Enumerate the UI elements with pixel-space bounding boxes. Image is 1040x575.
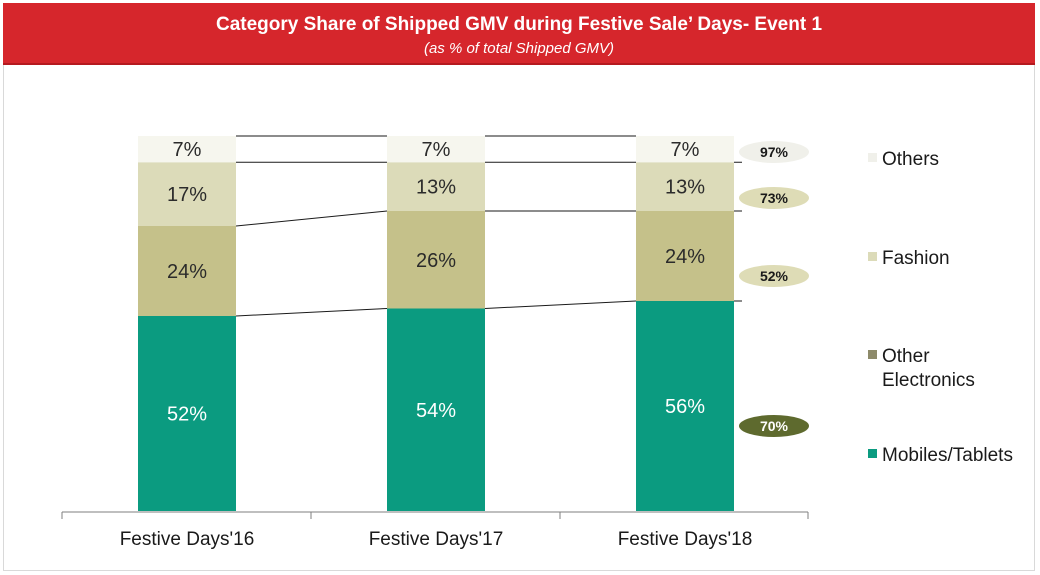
legend-marker-fashion bbox=[868, 252, 877, 261]
chart-subtitle: (as % of total Shipped GMV) bbox=[423, 40, 615, 57]
data-label-mobiles-tablets-1: 52% bbox=[167, 404, 207, 426]
legend-label-other-electronics-line-1: Other bbox=[882, 346, 930, 367]
growth-badge-mobiles-tablets bbox=[739, 415, 809, 437]
legend-label-other-electronics-line-2: Electronics bbox=[882, 370, 975, 391]
bar-segment-other-electronics-3 bbox=[636, 211, 734, 301]
growth-label-others: 97% bbox=[760, 144, 789, 160]
legend-label-mobiles-tablets: Mobiles/Tablets bbox=[882, 445, 1013, 466]
connector-line-mobiles-tablets-1 bbox=[235, 308, 388, 317]
x-tick-label-2: Festive Days'17 bbox=[369, 529, 504, 550]
bar-segment-others-1 bbox=[138, 136, 236, 163]
growth-badge-other-electronics bbox=[739, 265, 809, 287]
growth-label-other-electronics: 52% bbox=[760, 268, 789, 284]
bar-segment-other-electronics-1 bbox=[138, 226, 236, 316]
data-label-others-3: 7% bbox=[671, 139, 700, 161]
legend-marker-others bbox=[868, 153, 877, 162]
bar-segment-mobiles-tablets-1 bbox=[138, 316, 236, 511]
growth-badge-others bbox=[739, 141, 809, 163]
legend-marker-other-electronics bbox=[868, 350, 877, 359]
growth-label-fashion: 73% bbox=[760, 190, 789, 206]
bar-segment-other-electronics-2 bbox=[387, 211, 485, 309]
data-label-mobiles-tablets-2: 54% bbox=[416, 400, 456, 422]
bar-segment-fashion-3 bbox=[636, 162, 734, 211]
bar-segment-mobiles-tablets-2 bbox=[387, 308, 485, 511]
data-label-fashion-1: 17% bbox=[167, 184, 207, 206]
x-tick-label-3: Festive Days'18 bbox=[618, 529, 753, 550]
data-label-others-1: 7% bbox=[173, 139, 202, 161]
data-label-other-electronics-2: 26% bbox=[416, 250, 456, 272]
bar-segment-fashion-2 bbox=[387, 162, 485, 211]
growth-badge-fashion bbox=[739, 187, 809, 209]
growth-label-mobiles-tablets: 70% bbox=[760, 418, 789, 434]
data-label-others-2: 7% bbox=[422, 139, 451, 161]
bar-segment-others-2 bbox=[387, 136, 485, 163]
data-label-fashion-3: 13% bbox=[665, 177, 705, 199]
bar-segment-others-3 bbox=[636, 136, 734, 163]
connector-line-mobiles-tablets-2 bbox=[484, 300, 637, 309]
legend-label-others: Others bbox=[882, 149, 939, 170]
bar-segment-fashion-1 bbox=[138, 162, 236, 226]
data-label-other-electronics-3: 24% bbox=[665, 246, 705, 268]
connector-line-other-electronics-1 bbox=[235, 210, 388, 227]
data-label-fashion-2: 13% bbox=[416, 177, 456, 199]
bar-segment-mobiles-tablets-3 bbox=[636, 301, 734, 511]
legend-marker-mobiles-tablets bbox=[868, 449, 877, 458]
legend-label-fashion: Fashion bbox=[882, 248, 950, 269]
title-banner: Category Share of Shipped GMV during Fes… bbox=[3, 3, 1035, 65]
x-tick-label-1: Festive Days'16 bbox=[120, 529, 255, 550]
data-label-other-electronics-1: 24% bbox=[167, 261, 207, 283]
data-label-mobiles-tablets-3: 56% bbox=[665, 396, 705, 418]
chart-title: Category Share of Shipped GMV during Fes… bbox=[215, 14, 823, 35]
